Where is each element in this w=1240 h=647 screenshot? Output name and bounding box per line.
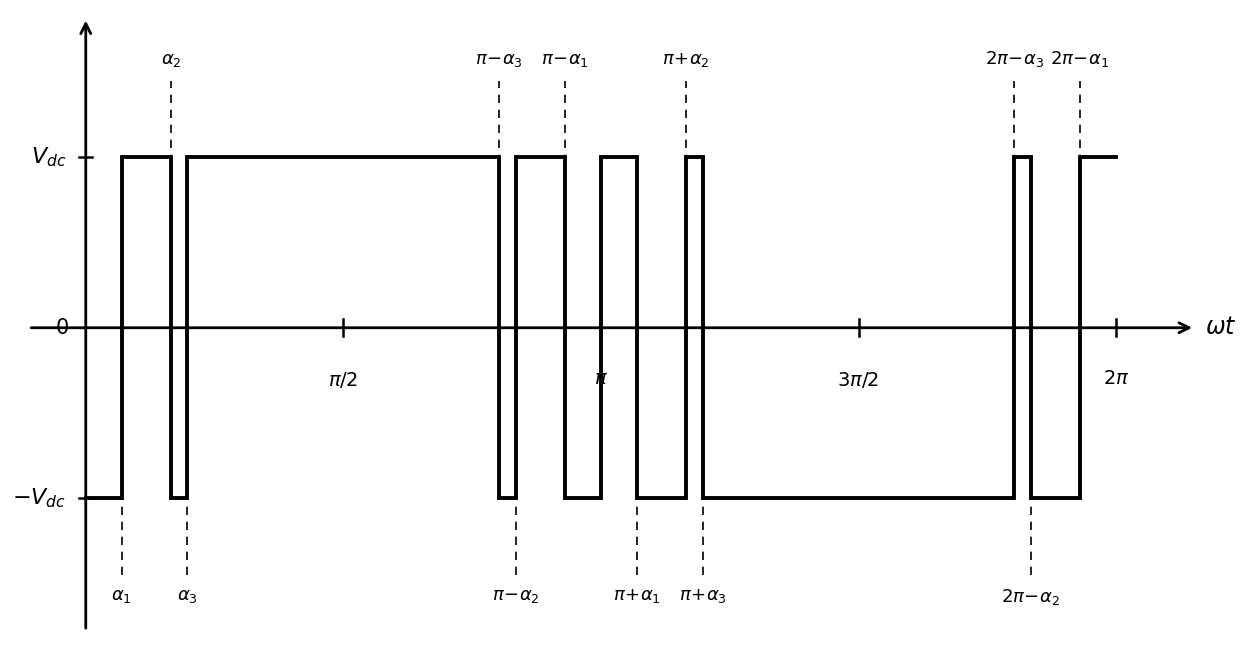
Text: $0$: $0$ [56, 318, 69, 338]
Text: $2\pi\!-\!\alpha_3$: $2\pi\!-\!\alpha_3$ [985, 49, 1044, 69]
Text: $\pi/2$: $\pi/2$ [329, 370, 358, 390]
Text: $V_{dc}$: $V_{dc}$ [31, 146, 66, 170]
Text: $\pi\!+\!\alpha_3$: $\pi\!+\!\alpha_3$ [678, 587, 727, 605]
Text: $\alpha_3$: $\alpha_3$ [177, 587, 198, 605]
Text: $2\pi$: $2\pi$ [1102, 370, 1130, 388]
Text: $\pi\!+\!\alpha_2$: $\pi\!+\!\alpha_2$ [662, 51, 711, 69]
Text: $\pi$: $\pi$ [594, 370, 608, 388]
Text: $\pi\!-\!\alpha_3$: $\pi\!-\!\alpha_3$ [475, 51, 523, 69]
Text: $\omega t$: $\omega t$ [1205, 316, 1236, 339]
Text: $\pi\!-\!\alpha_2$: $\pi\!-\!\alpha_2$ [492, 587, 539, 605]
Text: $3\pi/2$: $3\pi/2$ [837, 370, 879, 390]
Text: $\pi\!-\!\alpha_1$: $\pi\!-\!\alpha_1$ [541, 51, 589, 69]
Text: $\pi\!+\!\alpha_1$: $\pi\!+\!\alpha_1$ [613, 587, 661, 605]
Text: $\alpha_1$: $\alpha_1$ [112, 587, 133, 605]
Text: $\alpha_2$: $\alpha_2$ [161, 51, 181, 69]
Text: $2\pi\!-\!\alpha_2$: $2\pi\!-\!\alpha_2$ [1001, 587, 1060, 607]
Text: $2\pi\!-\!\alpha_1$: $2\pi\!-\!\alpha_1$ [1050, 49, 1110, 69]
Text: $-V_{dc}$: $-V_{dc}$ [12, 487, 66, 510]
